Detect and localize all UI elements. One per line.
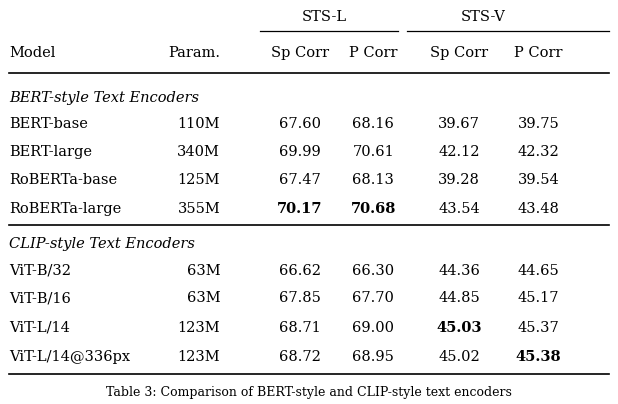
Text: 66.62: 66.62 xyxy=(279,263,321,278)
Text: BERT-base: BERT-base xyxy=(9,117,88,131)
Text: 45.37: 45.37 xyxy=(518,320,559,335)
Text: 69.00: 69.00 xyxy=(352,320,394,335)
Text: 42.12: 42.12 xyxy=(438,145,480,159)
Text: 42.32: 42.32 xyxy=(518,145,559,159)
Text: 125M: 125M xyxy=(178,173,220,187)
Text: 43.54: 43.54 xyxy=(438,202,480,216)
Text: Sp Corr: Sp Corr xyxy=(430,46,488,59)
Text: 39.75: 39.75 xyxy=(518,117,559,131)
Text: BERT-style Text Encoders: BERT-style Text Encoders xyxy=(9,91,199,105)
Text: 45.02: 45.02 xyxy=(438,349,480,364)
Text: Sp Corr: Sp Corr xyxy=(271,46,329,59)
Text: BERT-large: BERT-large xyxy=(9,145,92,159)
Text: ViT-B/16: ViT-B/16 xyxy=(9,291,71,305)
Text: 110M: 110M xyxy=(178,117,220,131)
Text: 44.65: 44.65 xyxy=(518,263,559,278)
Text: 68.71: 68.71 xyxy=(279,320,321,335)
Text: 43.48: 43.48 xyxy=(518,202,560,216)
Text: CLIP-style Text Encoders: CLIP-style Text Encoders xyxy=(9,237,195,251)
Text: 123M: 123M xyxy=(177,349,220,364)
Text: Model: Model xyxy=(9,46,55,59)
Text: 45.38: 45.38 xyxy=(516,349,562,364)
Text: RoBERTa-base: RoBERTa-base xyxy=(9,173,117,187)
Text: RoBERTa-large: RoBERTa-large xyxy=(9,202,121,216)
Text: Table 3: Comparison of BERT-style and CLIP-style text encoders: Table 3: Comparison of BERT-style and CL… xyxy=(106,386,512,399)
Text: STS-L: STS-L xyxy=(302,10,347,24)
Text: 63M: 63M xyxy=(187,263,220,278)
Text: 68.95: 68.95 xyxy=(352,349,394,364)
Text: 39.67: 39.67 xyxy=(438,117,480,131)
Text: Param.: Param. xyxy=(168,46,220,59)
Text: 44.85: 44.85 xyxy=(438,291,480,305)
Text: STS-V: STS-V xyxy=(461,10,506,24)
Text: 44.36: 44.36 xyxy=(438,263,480,278)
Text: P Corr: P Corr xyxy=(514,46,563,59)
Text: 45.17: 45.17 xyxy=(518,291,559,305)
Text: 68.13: 68.13 xyxy=(352,173,394,187)
Text: 69.99: 69.99 xyxy=(279,145,321,159)
Text: 355M: 355M xyxy=(177,202,220,216)
Text: 45.03: 45.03 xyxy=(436,320,482,335)
Text: 70.68: 70.68 xyxy=(350,202,396,216)
Text: 39.54: 39.54 xyxy=(518,173,559,187)
Text: 39.28: 39.28 xyxy=(438,173,480,187)
Text: ViT-L/14: ViT-L/14 xyxy=(9,320,70,335)
Text: ViT-B/32: ViT-B/32 xyxy=(9,263,71,278)
Text: 63M: 63M xyxy=(187,291,220,305)
Text: 67.85: 67.85 xyxy=(279,291,321,305)
Text: 340M: 340M xyxy=(177,145,220,159)
Text: 70.61: 70.61 xyxy=(352,145,394,159)
Text: ViT-L/14@336px: ViT-L/14@336px xyxy=(9,349,130,364)
Text: 123M: 123M xyxy=(177,320,220,335)
Text: 67.47: 67.47 xyxy=(279,173,321,187)
Text: 67.70: 67.70 xyxy=(352,291,394,305)
Text: 66.30: 66.30 xyxy=(352,263,394,278)
Text: 68.72: 68.72 xyxy=(279,349,321,364)
Text: 70.17: 70.17 xyxy=(277,202,323,216)
Text: P Corr: P Corr xyxy=(349,46,397,59)
Text: 67.60: 67.60 xyxy=(279,117,321,131)
Text: 68.16: 68.16 xyxy=(352,117,394,131)
